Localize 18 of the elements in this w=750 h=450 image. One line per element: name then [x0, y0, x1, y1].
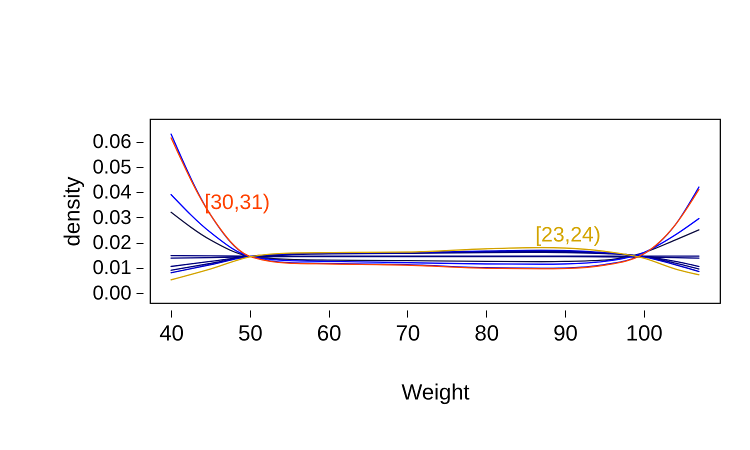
- x-tick-label: 90: [553, 320, 578, 346]
- y-tick-label: 0.01: [92, 257, 132, 280]
- y-tick-label: 0.04: [92, 182, 132, 204]
- x-tick-label: 40: [159, 320, 184, 346]
- y-tick-label: 0.06: [92, 131, 132, 154]
- y-tick-label: 0.05: [92, 156, 132, 178]
- x-tick-label: 80: [474, 320, 499, 346]
- x-axis-title: Weight: [401, 380, 470, 404]
- y-tick-label: 0.00: [92, 282, 132, 304]
- y-tick-label: 0.02: [92, 232, 132, 254]
- series-label: [23,24): [535, 224, 601, 247]
- x-tick-label: 60: [316, 320, 342, 346]
- x-tick-label: 50: [238, 320, 263, 346]
- series-label: [30,31): [204, 190, 270, 214]
- x-tick-label: 100: [626, 320, 663, 346]
- x-tick-label: 70: [396, 320, 420, 346]
- y-tick-label: 0.03: [92, 206, 132, 229]
- y-axis-title: density: [60, 176, 85, 246]
